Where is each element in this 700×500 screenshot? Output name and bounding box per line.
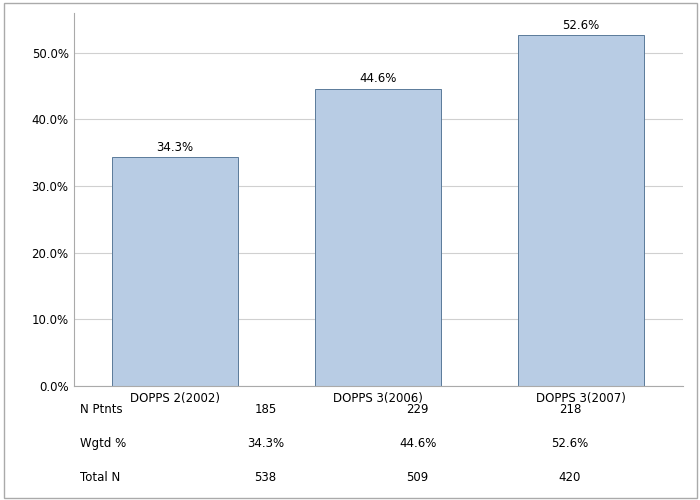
Text: 44.6%: 44.6% <box>399 437 436 450</box>
Text: 52.6%: 52.6% <box>562 19 600 32</box>
Text: Wgtd %: Wgtd % <box>80 437 126 450</box>
Text: 538: 538 <box>254 471 276 484</box>
Text: 34.3%: 34.3% <box>247 437 284 450</box>
Text: 509: 509 <box>407 471 428 484</box>
Text: 420: 420 <box>559 471 581 484</box>
Text: 52.6%: 52.6% <box>551 437 589 450</box>
Text: 185: 185 <box>254 402 276 415</box>
Bar <box>518 35 644 386</box>
Text: 34.3%: 34.3% <box>156 141 194 154</box>
Text: 229: 229 <box>406 402 429 415</box>
Bar <box>315 88 441 386</box>
Text: Total N: Total N <box>80 471 120 484</box>
Text: N Ptnts: N Ptnts <box>80 402 122 415</box>
Text: 44.6%: 44.6% <box>359 72 397 85</box>
Text: 218: 218 <box>559 402 581 415</box>
Bar <box>112 158 238 386</box>
